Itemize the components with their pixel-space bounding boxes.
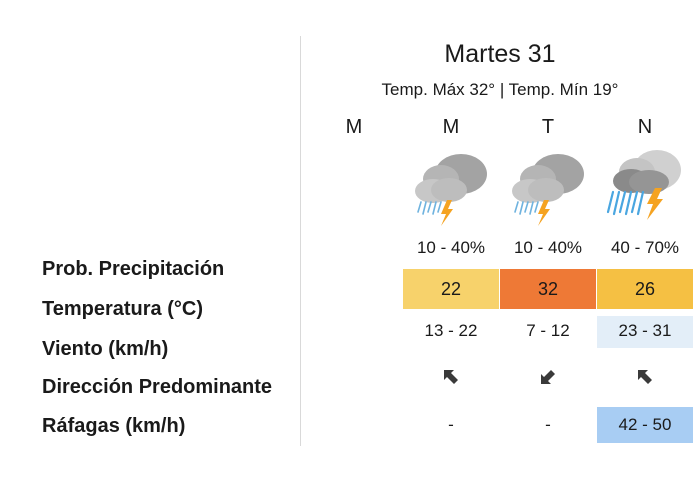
storm-light-rain-icon [403,146,499,226]
wind-cell-afternoon: 7 - 12 [526,321,570,340]
period-header-midday: M [442,116,460,138]
temperature-cell-afternoon: 32 [500,269,596,309]
northwest-arrow-icon [597,362,693,392]
gust-cell-night: 42 - 50 [597,407,693,443]
gust-cell-afternoon: - [545,415,551,434]
temperature-cell-night: 26 [597,269,693,309]
row-label-temperature: Temperatura (°C) [42,298,203,320]
wind-cell-midday: 13 - 22 [424,321,478,340]
wind-cell-night: 23 - 31 [597,316,693,348]
storm-heavy-rain-icon [597,146,693,226]
row-label-wind: Viento (km/h) [42,338,169,360]
row-label-precipitation: Prob. Precipitación [42,258,225,280]
precip-afternoon: 10 - 40% [513,238,583,257]
period-header-night: N [637,116,653,138]
precip-night: 40 - 70% [610,238,680,257]
temperature-cell-midday: 22 [403,269,499,309]
period-header-morning: M [345,116,363,138]
precip-midday: 10 - 40% [416,238,486,257]
gust-cell-midday: - [448,415,454,434]
southwest-arrow-icon [500,362,596,392]
northwest-arrow-icon [403,362,499,392]
period-header-afternoon: T [541,116,555,138]
row-label-direction: Dirección Predominante [42,376,273,398]
storm-light-rain-icon [500,146,596,226]
forecast-divider [300,36,301,446]
temperature-summary: Temp. Máx 32° | Temp. Mín 19° [381,80,619,99]
row-label-gusts: Ráfagas (km/h) [42,415,186,437]
day-title: Martes 31 [444,40,556,68]
